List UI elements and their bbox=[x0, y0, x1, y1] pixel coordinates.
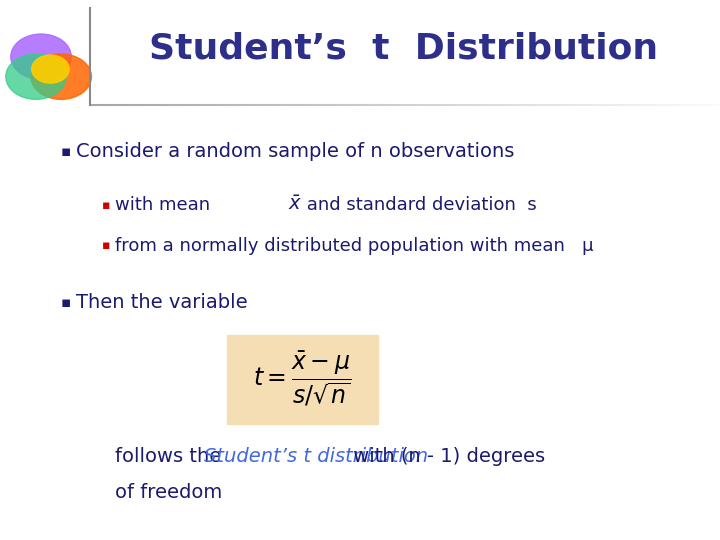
FancyBboxPatch shape bbox=[227, 335, 378, 424]
Text: $\bar{x}$: $\bar{x}$ bbox=[288, 194, 302, 214]
Text: with mean: with mean bbox=[115, 196, 216, 214]
Text: Consider a random sample of n observations: Consider a random sample of n observatio… bbox=[76, 141, 514, 161]
Text: follows the: follows the bbox=[115, 447, 228, 466]
Text: from a normally distributed population with mean   μ: from a normally distributed population w… bbox=[115, 237, 594, 255]
Text: Student’s  t  Distribution: Student’s t Distribution bbox=[148, 32, 658, 65]
Text: Then the variable: Then the variable bbox=[76, 293, 247, 312]
Text: ▪: ▪ bbox=[102, 239, 111, 252]
Text: ▪: ▪ bbox=[61, 144, 71, 159]
Circle shape bbox=[31, 54, 91, 99]
Circle shape bbox=[6, 54, 66, 99]
Circle shape bbox=[32, 55, 69, 83]
Text: and standard deviation  s: and standard deviation s bbox=[301, 196, 536, 214]
Text: of freedom: of freedom bbox=[115, 483, 222, 502]
Circle shape bbox=[11, 34, 71, 79]
Text: Student’s t distribution: Student’s t distribution bbox=[204, 447, 428, 466]
Text: ▪: ▪ bbox=[102, 199, 111, 212]
Text: ▪: ▪ bbox=[61, 295, 71, 310]
Text: $t = \dfrac{\bar{x} - \mu}{s/\sqrt{n}}$: $t = \dfrac{\bar{x} - \mu}{s/\sqrt{n}}$ bbox=[253, 350, 351, 408]
Text: with (n - 1) degrees: with (n - 1) degrees bbox=[347, 447, 545, 466]
